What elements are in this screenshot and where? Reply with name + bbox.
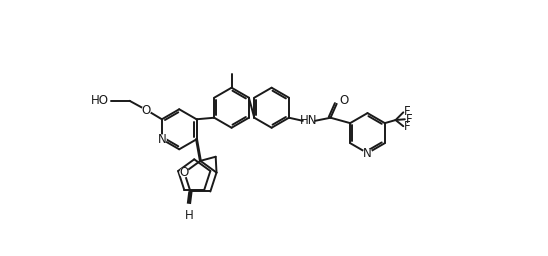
Text: O: O — [340, 94, 349, 107]
Text: O: O — [180, 166, 189, 179]
Circle shape — [142, 106, 151, 114]
Circle shape — [363, 149, 372, 157]
Circle shape — [305, 116, 313, 125]
Circle shape — [180, 168, 189, 177]
Text: F: F — [404, 121, 410, 133]
Text: F: F — [404, 105, 410, 118]
Circle shape — [158, 135, 166, 144]
Text: N: N — [363, 147, 372, 160]
Text: O: O — [142, 103, 151, 116]
Text: HN: HN — [300, 114, 318, 127]
Text: F: F — [406, 113, 412, 126]
Text: H: H — [185, 209, 193, 222]
Text: N: N — [157, 133, 166, 146]
Text: HO: HO — [91, 93, 109, 106]
